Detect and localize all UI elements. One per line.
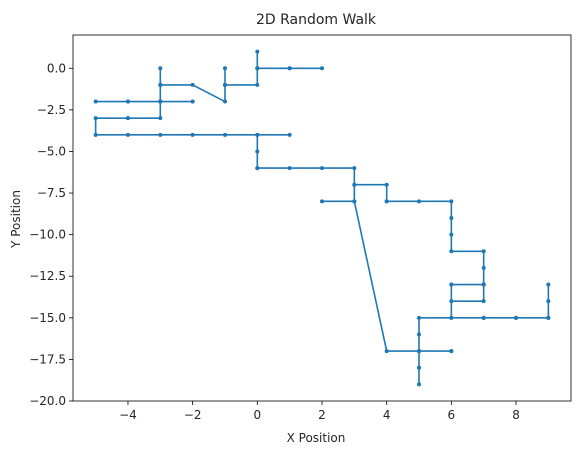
- walk-point: [449, 315, 454, 320]
- walk-point: [449, 349, 454, 354]
- walk-point: [93, 116, 98, 121]
- walk-point: [255, 132, 260, 137]
- y-tick-label: −17.5: [29, 352, 66, 366]
- chart-title: 2D Random Walk: [256, 12, 377, 28]
- x-axis-ticks: −4 −2 0 2 4 6 8: [119, 401, 520, 422]
- x-tick-label: 4: [383, 408, 391, 422]
- walk-point: [255, 49, 260, 54]
- walk-point: [352, 199, 357, 204]
- walk-point: [320, 166, 324, 171]
- walk-point: [287, 132, 292, 137]
- y-tick-label: −5.0: [37, 144, 66, 158]
- plot-area: [93, 49, 551, 387]
- walk-point: [417, 365, 422, 370]
- walk-point: [384, 199, 389, 204]
- walk-point: [417, 332, 422, 337]
- walk-point: [449, 199, 454, 204]
- walk-point: [481, 265, 486, 270]
- walk-point: [514, 315, 519, 320]
- x-tick-label: −4: [119, 408, 137, 422]
- x-tick-label: 0: [254, 408, 262, 422]
- walk-point: [481, 315, 486, 320]
- y-axis-label: Y Position: [9, 190, 23, 249]
- x-tick-label: 8: [512, 408, 520, 422]
- walk-point: [125, 132, 130, 137]
- walk-point: [417, 349, 422, 354]
- walk-point: [481, 299, 486, 304]
- walk-point: [222, 99, 227, 104]
- x-axis-label: X Position: [287, 431, 346, 445]
- y-tick-label: −20.0: [29, 394, 66, 408]
- y-tick-label: −15.0: [29, 311, 66, 325]
- walk-point: [417, 382, 422, 387]
- y-tick-label: −10.0: [29, 228, 66, 242]
- walk-point: [222, 132, 227, 137]
- walk-point: [190, 82, 195, 87]
- walk-point: [93, 132, 98, 137]
- walk-point: [222, 66, 227, 71]
- walk-point: [449, 249, 454, 254]
- walk-point: [320, 66, 324, 71]
- y-tick-label: −12.5: [29, 269, 66, 283]
- y-axis-ticks: 0.0 −2.5 −5.0 −7.5 −10.0 −12.5 −15.0 −17.5 −20.0: [29, 61, 73, 408]
- walk-point: [546, 315, 551, 320]
- walk-point: [546, 299, 551, 304]
- walk-point: [287, 166, 292, 171]
- walk-point: [449, 282, 454, 287]
- y-tick-label: −2.5: [37, 103, 66, 117]
- walk-point: [255, 82, 260, 87]
- x-tick-label: −2: [184, 408, 202, 422]
- walk-point: [190, 99, 195, 104]
- walk-point: [255, 166, 260, 171]
- walk-point: [352, 166, 357, 171]
- walk-point: [255, 149, 260, 154]
- walk-point: [93, 99, 98, 104]
- y-tick-label: −7.5: [37, 186, 66, 200]
- walk-point: [255, 66, 260, 71]
- walk-point: [125, 116, 130, 121]
- walk-series-points: [93, 49, 551, 387]
- walk-point: [449, 299, 454, 304]
- walk-point: [190, 132, 195, 137]
- walk-point: [158, 132, 163, 137]
- walk-point: [481, 282, 486, 287]
- walk-point: [125, 99, 130, 104]
- walk-point: [158, 66, 163, 71]
- walk-point: [449, 216, 454, 220]
- walk-point: [158, 116, 163, 121]
- walk-point: [546, 282, 551, 287]
- walk-point: [384, 349, 389, 354]
- walk-point: [158, 82, 163, 87]
- walk-point: [222, 82, 227, 87]
- walk-series-line: [94, 50, 550, 386]
- walk-point: [417, 315, 422, 320]
- walk-point: [320, 199, 324, 204]
- x-tick-label: 6: [448, 408, 456, 422]
- walk-point: [287, 66, 292, 71]
- axes-frame: [72, 34, 572, 402]
- walk-point: [449, 232, 454, 237]
- x-tick-label: 2: [318, 408, 326, 422]
- walk-point: [352, 182, 357, 187]
- walk-point: [384, 182, 389, 187]
- walk-point: [481, 249, 486, 254]
- y-tick-label: 0.0: [47, 61, 66, 75]
- walk-point: [158, 99, 163, 104]
- walk-point: [417, 199, 422, 204]
